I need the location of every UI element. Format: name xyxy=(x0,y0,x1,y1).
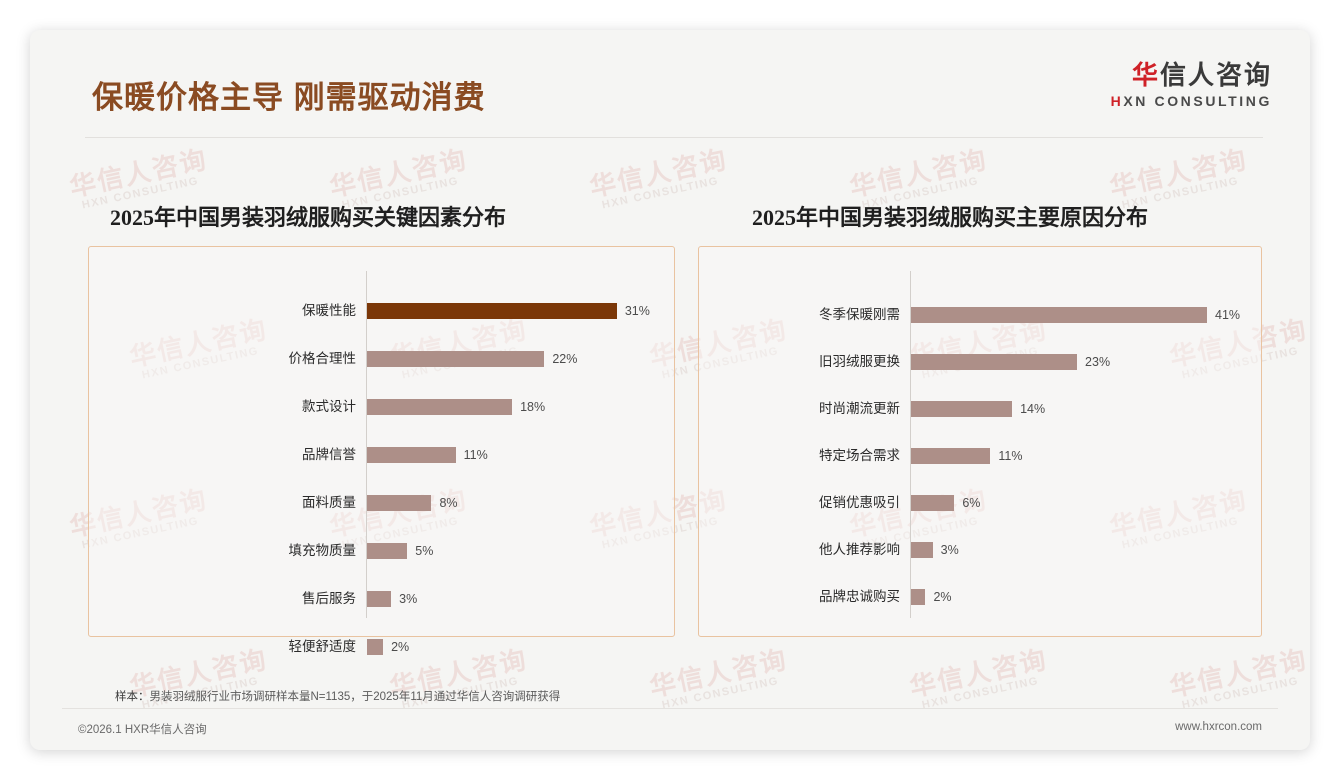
logo-english-rest: XN CONSULTING xyxy=(1123,93,1272,109)
sample-footnote: 样本：男装羽绒服行业市场调研样本量N=1135，于2025年11月通过华信人咨询… xyxy=(115,688,560,704)
chart-row: 保暖性能 31% xyxy=(89,299,674,323)
watermark-chinese: 华信人咨询 xyxy=(847,143,991,203)
page-title: 保暖价格主导 刚需驱动消费 xyxy=(92,80,486,115)
right-chart-title: 2025年中国男装羽绒服购买主要原因分布 xyxy=(752,205,1149,230)
right-chart-plot-area: 冬季保暖刚需 41% 旧羽绒服更换 23% 时尚潮流更新 14% 特定场合需求 11% 促销优惠… xyxy=(699,247,1261,636)
chart-bar xyxy=(367,639,384,655)
website-link[interactable]: www.hxrcon.com xyxy=(1175,721,1262,733)
bar-value-label: 3% xyxy=(399,592,418,606)
bar-value-label: 14% xyxy=(1020,402,1046,416)
watermark-chinese: 华信人咨询 xyxy=(907,643,1051,703)
right-chart-panel: 冬季保暖刚需 41% 旧羽绒服更换 23% 时尚潮流更新 14% 特定场合需求 11% 促销优惠… xyxy=(698,246,1262,637)
chart-row: 款式设计 18% xyxy=(89,395,674,419)
bar-value-label: 11% xyxy=(463,448,488,462)
bar-value-label: 5% xyxy=(415,544,434,558)
watermark-chinese: 华信人咨询 xyxy=(67,143,211,203)
bar-value-label: 23% xyxy=(1085,355,1111,369)
slide-header: 保暖价格主导 刚需驱动消费 华信人咨询 HXN CONSULTING xyxy=(30,30,1310,138)
logo-english-accent: H xyxy=(1110,93,1124,109)
bar-value-label: 2% xyxy=(391,640,410,654)
watermark-chinese: 华信人咨询 xyxy=(587,143,731,203)
brand-logo: 华信人咨询 HXN CONSULTING xyxy=(1111,62,1272,108)
chart-bar xyxy=(911,448,991,464)
category-label: 旧羽绒服更换 xyxy=(819,354,900,369)
chart-bar xyxy=(911,354,1078,370)
footnote-key: 样本： xyxy=(115,691,150,703)
header-divider xyxy=(85,137,1263,138)
watermark-english: HXN CONSULTING xyxy=(600,175,721,212)
bar-value-label: 22% xyxy=(552,352,578,366)
footnote-text: 男装羽绒服行业市场调研样本量N=1135，于2025年11月通过华信人咨询调研获… xyxy=(149,691,561,703)
bar-value-label: 31% xyxy=(624,304,650,318)
chart-row: 面料质量 8% xyxy=(89,491,674,515)
chart-row: 时尚潮流更新 14% xyxy=(699,397,1261,421)
chart-row: 旧羽绒服更换 23% xyxy=(699,350,1261,374)
category-label: 价格合理性 xyxy=(288,351,357,366)
category-label: 轻便舒适度 xyxy=(288,639,357,654)
chart-row: 轻便舒适度 2% xyxy=(89,635,674,659)
footer-divider xyxy=(62,708,1278,709)
bar-value-label: 2% xyxy=(933,590,952,604)
slide-footer: ©2026.1 HXR华信人咨询 www.hxrcon.com xyxy=(30,708,1310,750)
watermark-chinese: 华信人咨询 xyxy=(1167,643,1310,703)
category-label: 特定场合需求 xyxy=(819,448,900,463)
logo-accent-char: 华 xyxy=(1131,60,1160,90)
category-label: 冬季保暖刚需 xyxy=(819,307,900,322)
category-axis-line xyxy=(910,271,911,618)
bar-value-label: 6% xyxy=(962,496,981,510)
chart-row: 他人推荐影响 3% xyxy=(699,538,1261,562)
chart-row: 冬季保暖刚需 41% xyxy=(699,303,1261,327)
bar-value-label: 41% xyxy=(1215,308,1241,322)
category-label: 品牌信誉 xyxy=(302,447,356,462)
chart-bar xyxy=(911,495,955,511)
bar-value-label: 8% xyxy=(439,496,458,510)
slide-canvas: 华信人咨询 HXN CONSULTING 华信人咨询 HXN CONSULTING 华信… xyxy=(30,30,1310,750)
category-label: 款式设计 xyxy=(302,399,356,414)
chart-row: 品牌信誉 11% xyxy=(89,443,674,467)
category-label: 品牌忠诚购买 xyxy=(819,589,900,604)
chart-bar xyxy=(367,399,513,415)
watermark-chinese: 华信人咨询 xyxy=(1107,143,1251,203)
logo-chinese-text: 华信人咨询 xyxy=(1111,62,1272,88)
chart-bar xyxy=(367,351,545,367)
category-label: 他人推荐影响 xyxy=(819,542,900,557)
chart-bar xyxy=(367,303,617,319)
chart-bar xyxy=(911,589,926,605)
category-label: 面料质量 xyxy=(302,495,356,510)
copyright-text: ©2026.1 HXR华信人咨询 xyxy=(78,724,207,736)
chart-row: 填充物质量 5% xyxy=(89,539,674,563)
chart-bar xyxy=(911,307,1208,323)
left-chart-title: 2025年中国男装羽绒服购买关键因素分布 xyxy=(110,205,507,230)
category-label: 时尚潮流更新 xyxy=(819,401,900,416)
logo-english-text: HXN CONSULTING xyxy=(1111,94,1272,108)
chart-bar xyxy=(367,543,408,559)
chart-row: 品牌忠诚购买 2% xyxy=(699,585,1261,609)
chart-row: 价格合理性 22% xyxy=(89,347,674,371)
category-label: 保暖性能 xyxy=(302,303,356,318)
left-chart-plot-area: 保暖性能 31% 价格合理性 22% 款式设计 18% 品牌信誉 11% 面料质量 8% 填充物质量… xyxy=(89,247,674,655)
chart-bar xyxy=(367,591,392,607)
left-chart-panel: 保暖性能 31% 价格合理性 22% 款式设计 18% 品牌信誉 11% 面料质量 8% 填充物质量… xyxy=(88,246,675,655)
category-axis-line xyxy=(366,271,367,618)
chart-bar xyxy=(911,401,1013,417)
chart-row: 特定场合需求 11% xyxy=(699,444,1261,468)
chart-bar xyxy=(367,495,432,511)
chart-bar xyxy=(367,447,456,463)
category-label: 售后服务 xyxy=(302,591,356,606)
bar-value-label: 11% xyxy=(998,449,1023,463)
watermark-chinese: 华信人咨询 xyxy=(327,143,471,203)
chart-row: 促销优惠吸引 6% xyxy=(699,491,1261,515)
category-label: 促销优惠吸引 xyxy=(819,495,900,510)
bar-value-label: 3% xyxy=(940,543,959,557)
bar-value-label: 18% xyxy=(520,400,546,414)
category-label: 填充物质量 xyxy=(288,543,357,558)
logo-chinese-rest: 信人咨询 xyxy=(1159,60,1272,90)
chart-row: 售后服务 3% xyxy=(89,587,674,611)
chart-bar xyxy=(911,542,933,558)
